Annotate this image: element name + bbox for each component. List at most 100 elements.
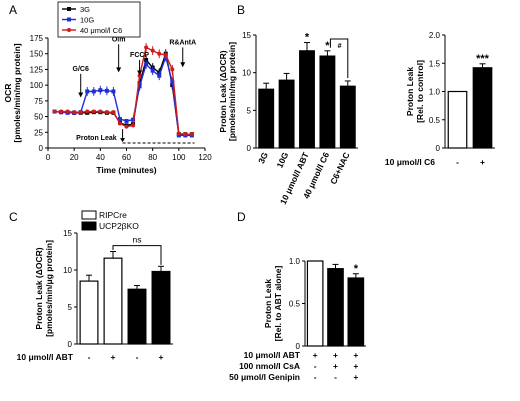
bar — [278, 79, 295, 149]
y-axis-label-units: [pmoles/min/μg protein] — [44, 240, 54, 337]
x-tick-label: - — [136, 352, 139, 362]
y-tick-label: 15 — [242, 31, 251, 40]
legend-marker — [67, 28, 71, 32]
bar — [447, 90, 468, 149]
y-axis-label: Proton Leak — [405, 67, 415, 116]
data-point — [137, 73, 142, 78]
data-point — [65, 109, 70, 114]
condition-mark: + — [333, 350, 338, 360]
x-tick-label: 20 — [70, 153, 79, 162]
panel-b2: 0 0.5 1.0 1.5 2.0 Proton Leak [Rel. to control… — [385, 31, 495, 167]
x-tick-label: 40 — [96, 153, 105, 162]
series-0 — [52, 49, 194, 137]
x-tick-label: 80 — [148, 153, 157, 162]
data-point — [85, 109, 90, 114]
bar — [79, 280, 99, 345]
annotation-arrow-head — [180, 62, 186, 68]
data-point — [91, 109, 96, 114]
annotation-label: Olm — [112, 36, 126, 43]
condition-mark: + — [353, 372, 358, 382]
x-tick-label: 120 — [198, 153, 212, 162]
condition-label: 50 μmol/l Genipin — [229, 372, 300, 382]
legend-label: 3G — [80, 5, 90, 14]
y-axis-label: Proton Leak (ΔOCR) — [218, 50, 228, 132]
data-point — [131, 123, 136, 128]
data-point — [72, 110, 77, 115]
bar — [299, 50, 315, 149]
data-point — [176, 131, 181, 136]
legend-label: 40 μmol/l C6 — [80, 26, 122, 35]
condition-label: 10 μmol/l C6 — [385, 157, 435, 167]
y-tick-label: 2.0 — [429, 31, 441, 40]
y-axis-label: OCR — [3, 84, 13, 103]
annotation-label: FCCP — [130, 52, 149, 59]
data-point — [98, 88, 103, 93]
legend-marker — [67, 7, 71, 11]
y-tick-label: 5 — [247, 106, 252, 115]
bar — [472, 67, 493, 149]
bracket-label: ns — [133, 235, 142, 245]
data-point — [91, 89, 96, 94]
x-tick-label: 0 — [46, 153, 51, 162]
data-point — [189, 132, 194, 137]
condition-mark: + — [333, 361, 338, 371]
y-tick-label: 5 — [68, 303, 73, 312]
x-tick-label: - — [88, 352, 91, 362]
bar — [306, 260, 324, 347]
bar — [258, 88, 275, 149]
annotation-arrow-head — [137, 70, 143, 76]
condition-label: 10 μmol/l ABT — [244, 350, 301, 360]
condition-mark: + — [353, 350, 358, 360]
condition-label: 10 μmol/l ABT — [17, 352, 74, 362]
data-point — [98, 109, 103, 114]
condition-mark: + — [353, 361, 358, 371]
data-point — [144, 45, 149, 50]
x-tick-label: + — [159, 352, 164, 362]
panel-letter: A — [9, 3, 17, 17]
data-point — [124, 124, 129, 129]
y-tick-label: 1.5 — [429, 59, 441, 68]
bar — [319, 55, 336, 149]
y-tick-label: 0 — [247, 144, 252, 153]
bar — [339, 85, 356, 149]
bar — [327, 268, 344, 347]
condition-mark: + — [313, 350, 318, 360]
x-tick-label: - — [456, 157, 459, 167]
x-tick-label: 10G — [275, 150, 291, 169]
bracket — [329, 38, 349, 78]
data-point — [170, 67, 175, 72]
significance-mark: * — [305, 32, 310, 44]
y-tick-label: 1.0 — [429, 88, 441, 97]
data-point — [124, 118, 129, 123]
series-2 — [52, 43, 194, 137]
significance-mark: * — [354, 263, 359, 275]
data-point — [85, 89, 90, 94]
panel-letter: B — [237, 3, 245, 17]
data-point — [111, 110, 116, 115]
data-point — [163, 52, 168, 57]
data-point — [170, 80, 175, 84]
bracket — [112, 245, 162, 265]
annotation-arrow-head — [78, 92, 84, 98]
y-tick-label: 10 — [63, 266, 72, 275]
data-point — [150, 48, 155, 53]
x-tick-label: + — [480, 157, 485, 167]
series-line — [54, 46, 192, 135]
data-point — [131, 117, 136, 122]
data-point — [137, 84, 142, 89]
data-point — [183, 132, 188, 137]
data-point — [78, 110, 83, 115]
x-axis-label: Time (minutes) — [96, 165, 156, 175]
legend-swatch — [81, 210, 97, 220]
panel-b1: B 0 5 10 15 Proton Leak (ΔOCR) [pmoles/min/mg … — [218, 3, 358, 206]
data-point — [111, 89, 116, 94]
panel-d: D 0 0.5 1.0 Proton Leak [Rel. to ABT alone] 10… — [229, 210, 366, 382]
y-axis-label-units: [Rel. to ABT alone] — [273, 265, 283, 341]
data-point — [52, 109, 57, 114]
legend-label: UCP2βKO — [99, 221, 139, 231]
annotation-label: R&AntA — [169, 39, 196, 46]
data-point — [150, 68, 155, 73]
y-axis-label-units: [Rel. to control] — [415, 60, 425, 123]
